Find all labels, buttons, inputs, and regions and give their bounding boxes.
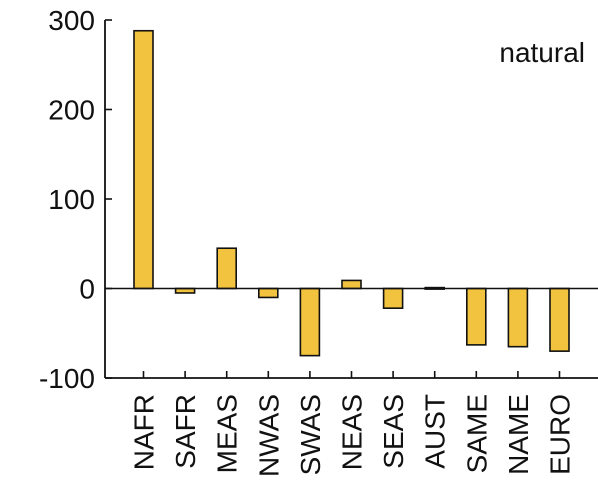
bars-layer bbox=[133, 29, 570, 357]
bar-meas bbox=[216, 247, 237, 290]
x-tick-label-nwas: NWAS bbox=[253, 394, 284, 477]
y-tick-label: -100 bbox=[39, 363, 95, 394]
bar-seas bbox=[382, 287, 404, 309]
ticks-layer: -100 0 100 200 300 NAFR SAFR MEAS NWAS SWAS NEAS SE… bbox=[39, 5, 576, 477]
y-tick-label: 300 bbox=[48, 5, 95, 36]
bar-nwas bbox=[257, 287, 279, 299]
x-tick-label-neas: NEAS bbox=[337, 394, 368, 470]
bar-name bbox=[507, 287, 529, 348]
bar-nafr bbox=[133, 29, 154, 290]
bar-euro bbox=[549, 287, 570, 352]
x-tick-label-seas: SEAS bbox=[378, 394, 409, 469]
y-tick-label: 0 bbox=[79, 274, 95, 305]
x-tick-label-nafr: NAFR bbox=[129, 394, 160, 470]
x-tick-label-safr: SAFR bbox=[170, 394, 201, 469]
bar-same bbox=[465, 287, 487, 346]
x-tick-label-meas: MEAS bbox=[212, 394, 243, 473]
x-tick-label-same: SAME bbox=[461, 394, 492, 473]
x-tick-label-name: NAME bbox=[503, 394, 534, 475]
x-tick-label-euro: EURO bbox=[545, 394, 576, 475]
bar-swas bbox=[299, 287, 321, 357]
x-tick-label-aust: AUST bbox=[420, 394, 451, 469]
bar-neas bbox=[341, 279, 362, 290]
y-tick-label: 200 bbox=[48, 95, 95, 126]
y-tick-label: 100 bbox=[48, 184, 95, 215]
annotation-label: natural bbox=[499, 37, 585, 68]
x-tick-label-swas: SWAS bbox=[295, 394, 326, 475]
